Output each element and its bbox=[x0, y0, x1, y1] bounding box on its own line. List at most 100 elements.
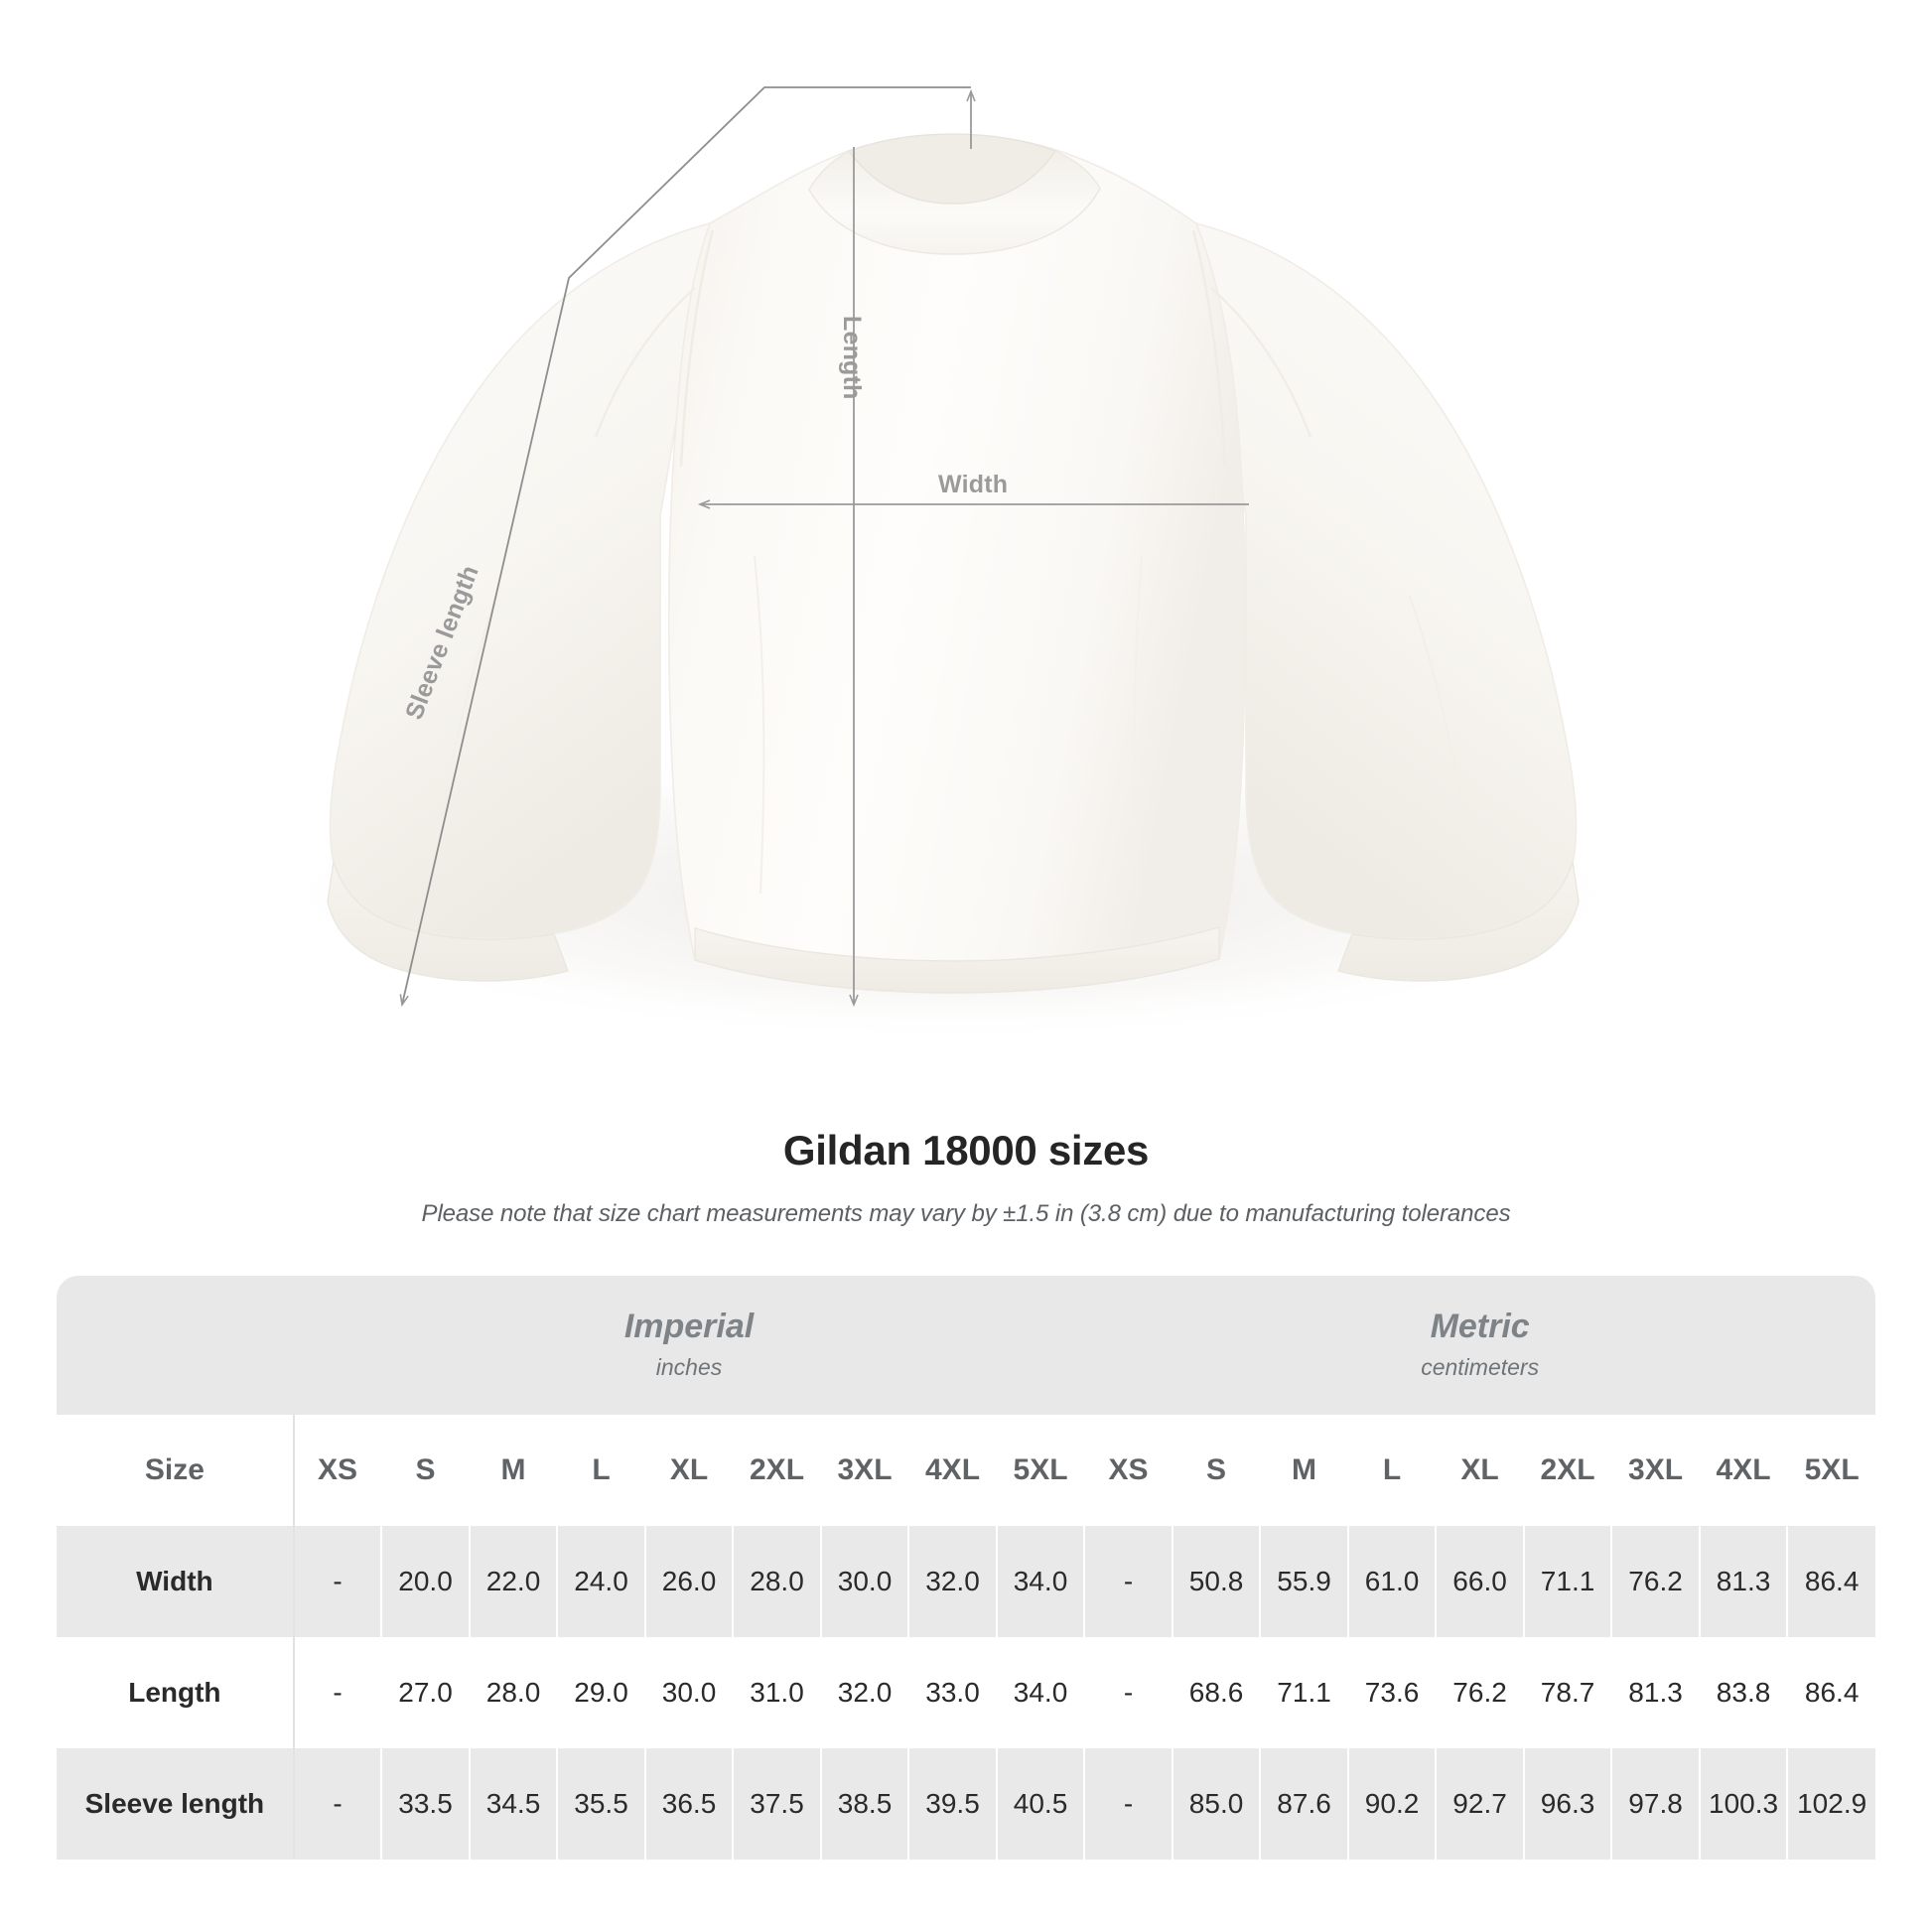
left-armhole-seam bbox=[594, 287, 696, 438]
bottom-hem bbox=[694, 926, 1220, 994]
cell-sleeve-metric-m: 87.6 bbox=[1260, 1748, 1349, 1860]
neck-opening bbox=[848, 133, 1056, 205]
cell-sleeve-imperial-m: 34.5 bbox=[469, 1748, 559, 1860]
col-head-metric-3xl: 3XL bbox=[1611, 1415, 1701, 1526]
unit-header-row: Imperial inches Metric centimeters bbox=[57, 1276, 1875, 1415]
width-annotation-label: Width bbox=[938, 471, 1009, 498]
cell-length-imperial-4xl: 33.0 bbox=[908, 1637, 998, 1748]
unit-row-spacer bbox=[57, 1276, 294, 1415]
cell-length-metric-2xl: 78.7 bbox=[1523, 1637, 1613, 1748]
cell-width-metric-xs: - bbox=[1083, 1526, 1173, 1637]
length-annotation-label: Length bbox=[838, 316, 866, 400]
cell-sleeve-metric-s: 85.0 bbox=[1172, 1748, 1262, 1860]
size-table: Imperial inches Metric centimeters Size … bbox=[57, 1276, 1875, 1860]
fabric-fold-4 bbox=[1409, 595, 1470, 855]
col-head-metric-xl: XL bbox=[1436, 1415, 1525, 1526]
sweatshirt-diagram bbox=[258, 86, 1648, 1042]
cell-length-imperial-l: 29.0 bbox=[557, 1637, 646, 1748]
page-title: Gildan 18000 sizes bbox=[782, 1127, 1150, 1173]
col-head-imperial-5xl: 5XL bbox=[996, 1415, 1086, 1526]
cell-sleeve-imperial-5xl: 40.5 bbox=[996, 1748, 1086, 1860]
cell-sleeve-imperial-xs: - bbox=[293, 1748, 383, 1860]
cell-sleeve-metric-xs: - bbox=[1083, 1748, 1173, 1860]
cell-sleeve-metric-2xl: 96.3 bbox=[1523, 1748, 1613, 1860]
left-sleeve bbox=[329, 221, 711, 939]
cell-width-metric-2xl: 71.1 bbox=[1523, 1526, 1613, 1637]
size-table-container: Imperial inches Metric centimeters Size … bbox=[57, 1276, 1875, 1860]
garment-illustration: Length Width Sleeve length bbox=[258, 86, 1648, 1042]
imperial-label: Imperial bbox=[623, 1307, 755, 1345]
col-head-metric-5xl: 5XL bbox=[1787, 1415, 1875, 1526]
cell-length-imperial-m: 28.0 bbox=[469, 1637, 559, 1748]
cell-sleeve-imperial-l: 35.5 bbox=[557, 1748, 646, 1860]
fabric-fold-2 bbox=[1133, 555, 1143, 895]
metric-unit-cell: Metric centimeters bbox=[1084, 1276, 1875, 1415]
metric-sublabel: centimeters bbox=[1421, 1354, 1540, 1381]
cell-length-metric-4xl: 83.8 bbox=[1699, 1637, 1789, 1748]
imperial-sublabel: inches bbox=[655, 1354, 723, 1381]
col-head-imperial-2xl: 2XL bbox=[733, 1415, 822, 1526]
cell-width-metric-xl: 66.0 bbox=[1436, 1526, 1525, 1637]
imperial-unit-cell: Imperial inches bbox=[293, 1276, 1085, 1415]
row-label-width: Width bbox=[57, 1526, 295, 1637]
cell-length-metric-m: 71.1 bbox=[1260, 1637, 1349, 1748]
cell-sleeve-metric-xl: 92.7 bbox=[1436, 1748, 1525, 1860]
cell-sleeve-imperial-s: 33.5 bbox=[381, 1748, 471, 1860]
col-head-metric-m: M bbox=[1260, 1415, 1349, 1526]
sleeve-length-guide-line bbox=[399, 86, 971, 1008]
cell-width-metric-l: 61.0 bbox=[1347, 1526, 1438, 1637]
cell-width-imperial-5xl: 34.0 bbox=[996, 1526, 1086, 1637]
cell-length-metric-5xl: 86.4 bbox=[1787, 1637, 1875, 1748]
cell-width-imperial-xl: 26.0 bbox=[644, 1526, 735, 1637]
cell-length-metric-l: 73.6 bbox=[1347, 1637, 1438, 1748]
cell-width-metric-5xl: 86.4 bbox=[1787, 1526, 1875, 1637]
right-shoulder-seam bbox=[1191, 229, 1227, 468]
cell-width-imperial-l: 24.0 bbox=[557, 1526, 646, 1637]
title-block: Gildan 18000 sizes Please note that size… bbox=[0, 1127, 1932, 1228]
right-cuff bbox=[1337, 861, 1580, 982]
cell-width-metric-4xl: 81.3 bbox=[1699, 1526, 1789, 1637]
cell-width-metric-m: 55.9 bbox=[1260, 1526, 1349, 1637]
size-header-row: Size XS S M L XL 2XL 3XL 4XL 5XL XS S M … bbox=[57, 1415, 1875, 1526]
cell-length-imperial-3xl: 32.0 bbox=[820, 1637, 910, 1748]
cell-length-metric-xl: 76.2 bbox=[1436, 1637, 1525, 1748]
col-head-metric-l: L bbox=[1347, 1415, 1438, 1526]
left-shoulder-seam bbox=[679, 229, 715, 468]
col-head-imperial-s: S bbox=[381, 1415, 471, 1526]
cell-width-imperial-3xl: 30.0 bbox=[820, 1526, 910, 1637]
col-head-imperial-4xl: 4XL bbox=[908, 1415, 998, 1526]
fabric-fold-1 bbox=[754, 555, 765, 895]
cell-width-imperial-s: 20.0 bbox=[381, 1526, 471, 1637]
cell-sleeve-imperial-xl: 36.5 bbox=[644, 1748, 735, 1860]
row-label-sleeve-length: Sleeve length bbox=[57, 1748, 295, 1860]
table-row: Sleeve length - 33.5 34.5 35.5 36.5 37.5… bbox=[57, 1748, 1875, 1860]
cell-width-imperial-4xl: 32.0 bbox=[908, 1526, 998, 1637]
table-row: Width - 20.0 22.0 24.0 26.0 28.0 30.0 32… bbox=[57, 1526, 1875, 1637]
cell-sleeve-imperial-2xl: 37.5 bbox=[733, 1748, 822, 1860]
cell-length-imperial-xs: - bbox=[293, 1637, 383, 1748]
left-cuff bbox=[327, 861, 569, 982]
cell-sleeve-metric-4xl: 100.3 bbox=[1699, 1748, 1789, 1860]
cell-length-imperial-5xl: 34.0 bbox=[996, 1637, 1086, 1748]
cell-width-imperial-xs: - bbox=[293, 1526, 383, 1637]
tolerance-note: Please note that size chart measurements… bbox=[421, 1200, 1511, 1227]
cell-length-imperial-xl: 30.0 bbox=[644, 1637, 735, 1748]
col-head-metric-s: S bbox=[1172, 1415, 1262, 1526]
col-head-metric-4xl: 4XL bbox=[1699, 1415, 1789, 1526]
metric-label: Metric bbox=[1430, 1307, 1530, 1345]
cell-length-metric-xs: - bbox=[1083, 1637, 1173, 1748]
cell-length-metric-3xl: 81.3 bbox=[1611, 1637, 1701, 1748]
cell-width-imperial-m: 22.0 bbox=[469, 1526, 559, 1637]
col-head-metric-xs: XS bbox=[1083, 1415, 1173, 1526]
row-label-length: Length bbox=[57, 1637, 295, 1748]
cell-sleeve-metric-l: 90.2 bbox=[1347, 1748, 1438, 1860]
fabric-fold-3 bbox=[436, 595, 497, 855]
cell-sleeve-imperial-4xl: 39.5 bbox=[908, 1748, 998, 1860]
cell-length-imperial-s: 27.0 bbox=[381, 1637, 471, 1748]
cell-width-metric-s: 50.8 bbox=[1172, 1526, 1262, 1637]
cell-width-imperial-2xl: 28.0 bbox=[733, 1526, 822, 1637]
col-head-metric-2xl: 2XL bbox=[1523, 1415, 1613, 1526]
cell-sleeve-metric-5xl: 102.9 bbox=[1787, 1748, 1875, 1860]
right-armhole-seam bbox=[1210, 287, 1312, 438]
